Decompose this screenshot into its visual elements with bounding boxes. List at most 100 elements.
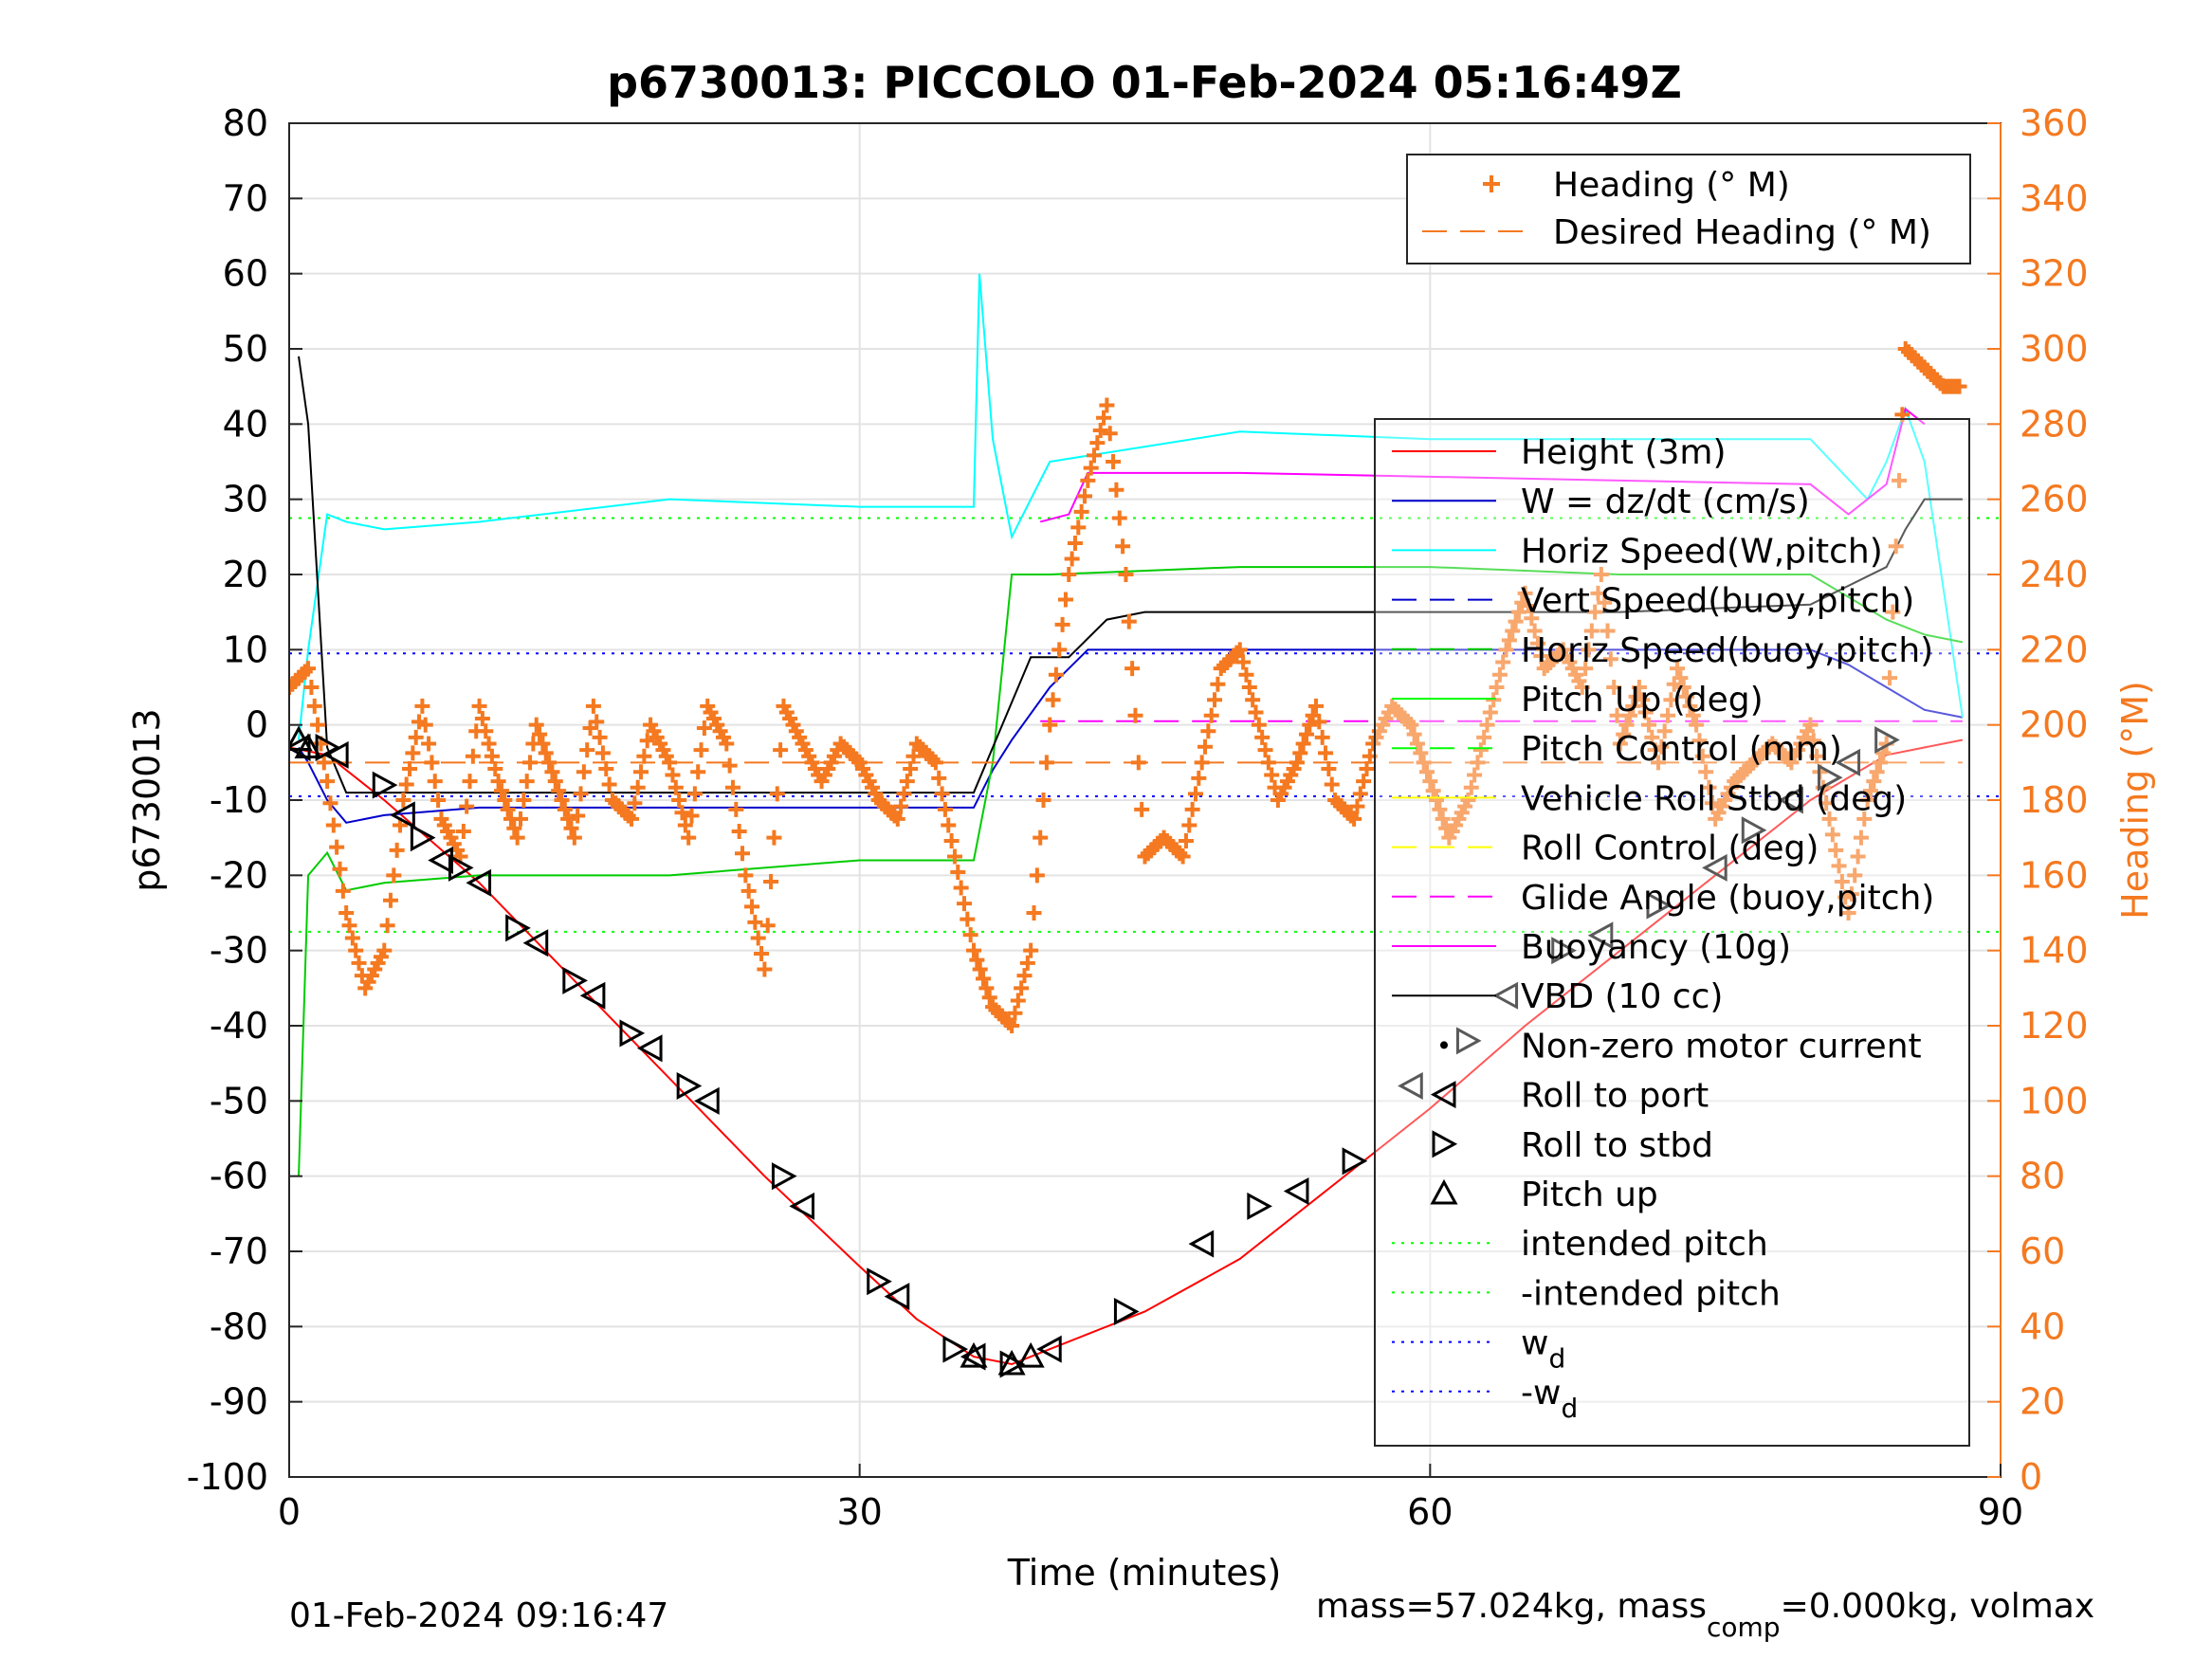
- heading-point: [1640, 717, 1656, 733]
- heading-point: [1121, 613, 1137, 629]
- footer-mass-main: mass=57.024kg, mass: [1316, 1587, 1707, 1626]
- heading-point: [1403, 717, 1419, 733]
- heading-point: [738, 867, 754, 884]
- pitch-up-marker: [960, 1341, 988, 1368]
- heading-point: [1089, 435, 1106, 451]
- footer-mass-sub: comp: [1707, 1612, 1781, 1643]
- heading-point: [1578, 661, 1594, 677]
- heading-point: [547, 774, 563, 790]
- heading-point: [1308, 698, 1324, 714]
- heading-point: [636, 748, 652, 764]
- legend-label: Roll to stbd: [1521, 1126, 1713, 1165]
- legend-swatch: [1430, 1178, 1458, 1205]
- heading-point: [1033, 830, 1049, 846]
- legend-swatch: [1432, 1130, 1458, 1158]
- pitch-up-marker: [1016, 1341, 1045, 1368]
- heading-point: [1621, 707, 1637, 723]
- roll-to-stbd-marker: [999, 1350, 1026, 1378]
- y-tick-label: -20: [210, 854, 268, 896]
- heading-point: [1489, 680, 1505, 695]
- heading-point: [976, 971, 992, 987]
- heading-point: [1087, 447, 1103, 464]
- heading-point: [1422, 774, 1438, 790]
- heading-point: [1115, 538, 1131, 555]
- heading-point: [1099, 397, 1115, 413]
- legend-label: -intended pitch: [1521, 1274, 1781, 1313]
- heading-point: [1035, 793, 1051, 808]
- heading-point: [1061, 567, 1077, 582]
- heading-point: [1409, 736, 1425, 752]
- heading-point: [1232, 642, 1248, 658]
- heading-point: [905, 748, 922, 764]
- heading-point: [769, 786, 785, 802]
- heading-point: [1673, 670, 1689, 686]
- heading-point: [455, 824, 471, 840]
- heading-point: [398, 776, 414, 793]
- heading-point: [1472, 742, 1489, 758]
- heading-point: [1200, 723, 1216, 739]
- heading-point: [1184, 801, 1200, 817]
- heading-point: [1356, 774, 1372, 790]
- roll-to-port-marker: [694, 1086, 720, 1115]
- y-right-tick-label: 320: [2020, 253, 2089, 295]
- heading-point: [344, 930, 360, 946]
- heading-point: [759, 918, 776, 934]
- legend-main: Height (3m) W = dz/dt (cm/s) Horiz Speed(W…: [1374, 418, 1970, 1447]
- heading-point: [956, 896, 972, 912]
- heading-point: [1467, 767, 1483, 783]
- heading-point: [528, 717, 544, 733]
- roll-to-stbd-marker: [942, 1335, 969, 1363]
- heading-point: [969, 952, 985, 968]
- heading-point: [1533, 647, 1549, 664]
- heading-point: [1207, 692, 1223, 708]
- roll-to-stbd-marker: [1551, 937, 1577, 965]
- roll-to-port-marker: [1835, 748, 1861, 776]
- heading-point: [1656, 723, 1673, 739]
- heading-point: [773, 742, 789, 758]
- heading-point: [728, 801, 744, 817]
- y-tick-label: -70: [210, 1231, 268, 1272]
- heading-point: [981, 990, 997, 1006]
- heading-point: [1111, 510, 1127, 526]
- heading-point: [1108, 482, 1124, 498]
- roll-to-stbd-marker: [867, 1267, 892, 1296]
- y-tick-label: -10: [210, 779, 268, 821]
- heading-point: [1583, 623, 1600, 639]
- ticks-layer: -100-90-80-70-60-50-40-30-20-10010203040…: [187, 102, 2089, 1533]
- heading-point: [592, 729, 608, 745]
- heading-point: [1418, 764, 1435, 780]
- heading-point: [478, 723, 494, 739]
- heading-point: [421, 736, 437, 752]
- reference-lines: [289, 517, 2001, 933]
- heading-point: [325, 817, 341, 833]
- heading-point: [1016, 968, 1033, 984]
- legend-label: Horiz Speed(W,pitch): [1521, 532, 1883, 571]
- y-axis-right-label: Heading (°M): [2114, 681, 2156, 920]
- heading-point: [1352, 786, 1368, 802]
- heading-point: [462, 774, 478, 790]
- heading-point: [681, 830, 697, 846]
- heading-point: [1038, 755, 1054, 771]
- heading-point: [408, 729, 424, 745]
- y-right-tick-label: 120: [2020, 1005, 2089, 1047]
- legend-label: Vehicle Roll Stbd (deg): [1521, 779, 1907, 818]
- y-tick-label: 30: [223, 479, 268, 520]
- heading-point: [972, 961, 988, 977]
- heading-point: [1054, 616, 1070, 632]
- heading-point: [1802, 717, 1819, 733]
- chart-title: p6730013: PICCOLO 01-Feb-2024 05:16:49Z: [607, 57, 1682, 108]
- heading-point: [594, 745, 611, 761]
- heading-point: [1847, 867, 1863, 884]
- roll-to-port-marker: [1398, 1071, 1423, 1100]
- y-right-tick-label: 100: [2020, 1080, 2089, 1121]
- heading-point: [1460, 793, 1476, 808]
- heading-point: [1482, 704, 1498, 720]
- heading-point: [424, 755, 440, 771]
- heading-point: [757, 961, 773, 977]
- heading-point: [1654, 738, 1670, 755]
- y-tick-label: 40: [223, 403, 268, 445]
- heading-point: [557, 801, 573, 817]
- legend-label: intended pitch: [1521, 1225, 1768, 1264]
- heading-point: [554, 793, 570, 808]
- heading-point: [1197, 738, 1214, 755]
